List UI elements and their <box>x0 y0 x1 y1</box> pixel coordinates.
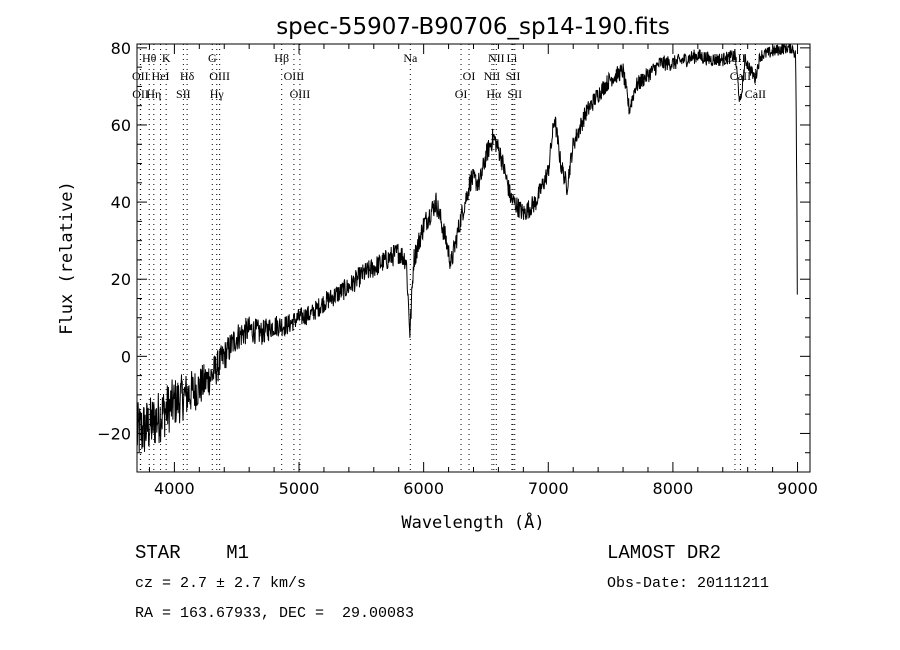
x-tick-label: 7000 <box>528 479 569 498</box>
line-marker-label: NII <box>488 51 505 65</box>
line-marker-label: HeI <box>152 69 170 83</box>
line-marker-label: Hγ <box>210 87 225 101</box>
line-marker-label: OII <box>132 69 149 83</box>
y-tick-label: 40 <box>111 193 131 212</box>
survey-name: LAMOST DR2 <box>607 542 722 564</box>
x-tick-label: 6000 <box>403 479 444 498</box>
line-marker-label: OII <box>132 87 149 101</box>
redshift-cz: cz = 2.7 ± 2.7 km/s <box>135 575 307 592</box>
x-tick-label: 9000 <box>777 479 818 498</box>
line-marker-label: Hβ <box>274 51 289 65</box>
line-marker-label: OIII <box>209 69 230 83</box>
line-marker-label: CaII <box>730 69 751 83</box>
line-marker-label: G <box>208 51 217 65</box>
line-marker-label: OIII <box>290 87 311 101</box>
line-marker-label: Na <box>403 51 418 65</box>
object-class: STAR M1 <box>135 542 250 564</box>
y-tick-label: 20 <box>111 270 131 289</box>
line-marker-label: SII <box>176 87 191 101</box>
line-marker-label: Hθ <box>142 51 157 65</box>
line-marker-label: OIII <box>284 69 305 83</box>
obs-date: Obs-Date: 20111211 <box>607 575 770 592</box>
line-marker-label: CaII <box>745 87 766 101</box>
line-marker-label: OI <box>455 87 468 101</box>
line-marker-label: K <box>162 51 171 65</box>
coordinates: RA = 163.67933, DEC = 29.00083 <box>135 605 415 622</box>
x-axis-label: Wavelength (Å) <box>401 511 544 533</box>
y-tick-label: 0 <box>121 347 131 366</box>
line-marker-label: SII <box>507 87 522 101</box>
line-marker-label: Hδ <box>180 69 195 83</box>
line-marker-label: SII <box>506 69 521 83</box>
y-tick-label: 80 <box>111 39 131 58</box>
line-marker-label: Hα <box>486 87 502 101</box>
y-tick-label: 60 <box>111 116 131 135</box>
chart-title: spec-55907-B90706_sp14-190.fits <box>276 14 670 40</box>
spectrum-line <box>136 43 798 453</box>
x-tick-label: 4000 <box>154 479 195 498</box>
plot-frame <box>136 43 811 473</box>
x-tick-label: 5000 <box>279 479 320 498</box>
line-marker-label: NII <box>484 69 501 83</box>
y-axis-label: Flux (relative) <box>57 181 77 335</box>
x-tick-label: 8000 <box>653 479 694 498</box>
y-tick-label: −20 <box>97 424 131 443</box>
line-marker-label: Hη <box>146 87 161 101</box>
spectrum-series <box>136 43 798 453</box>
axes: 4000 5000 6000 7000 8000 9000 −20 0 20 40 60 80 <box>97 39 818 498</box>
line-marker-label: OI <box>463 69 476 83</box>
line-marker-label: Li <box>507 51 518 65</box>
